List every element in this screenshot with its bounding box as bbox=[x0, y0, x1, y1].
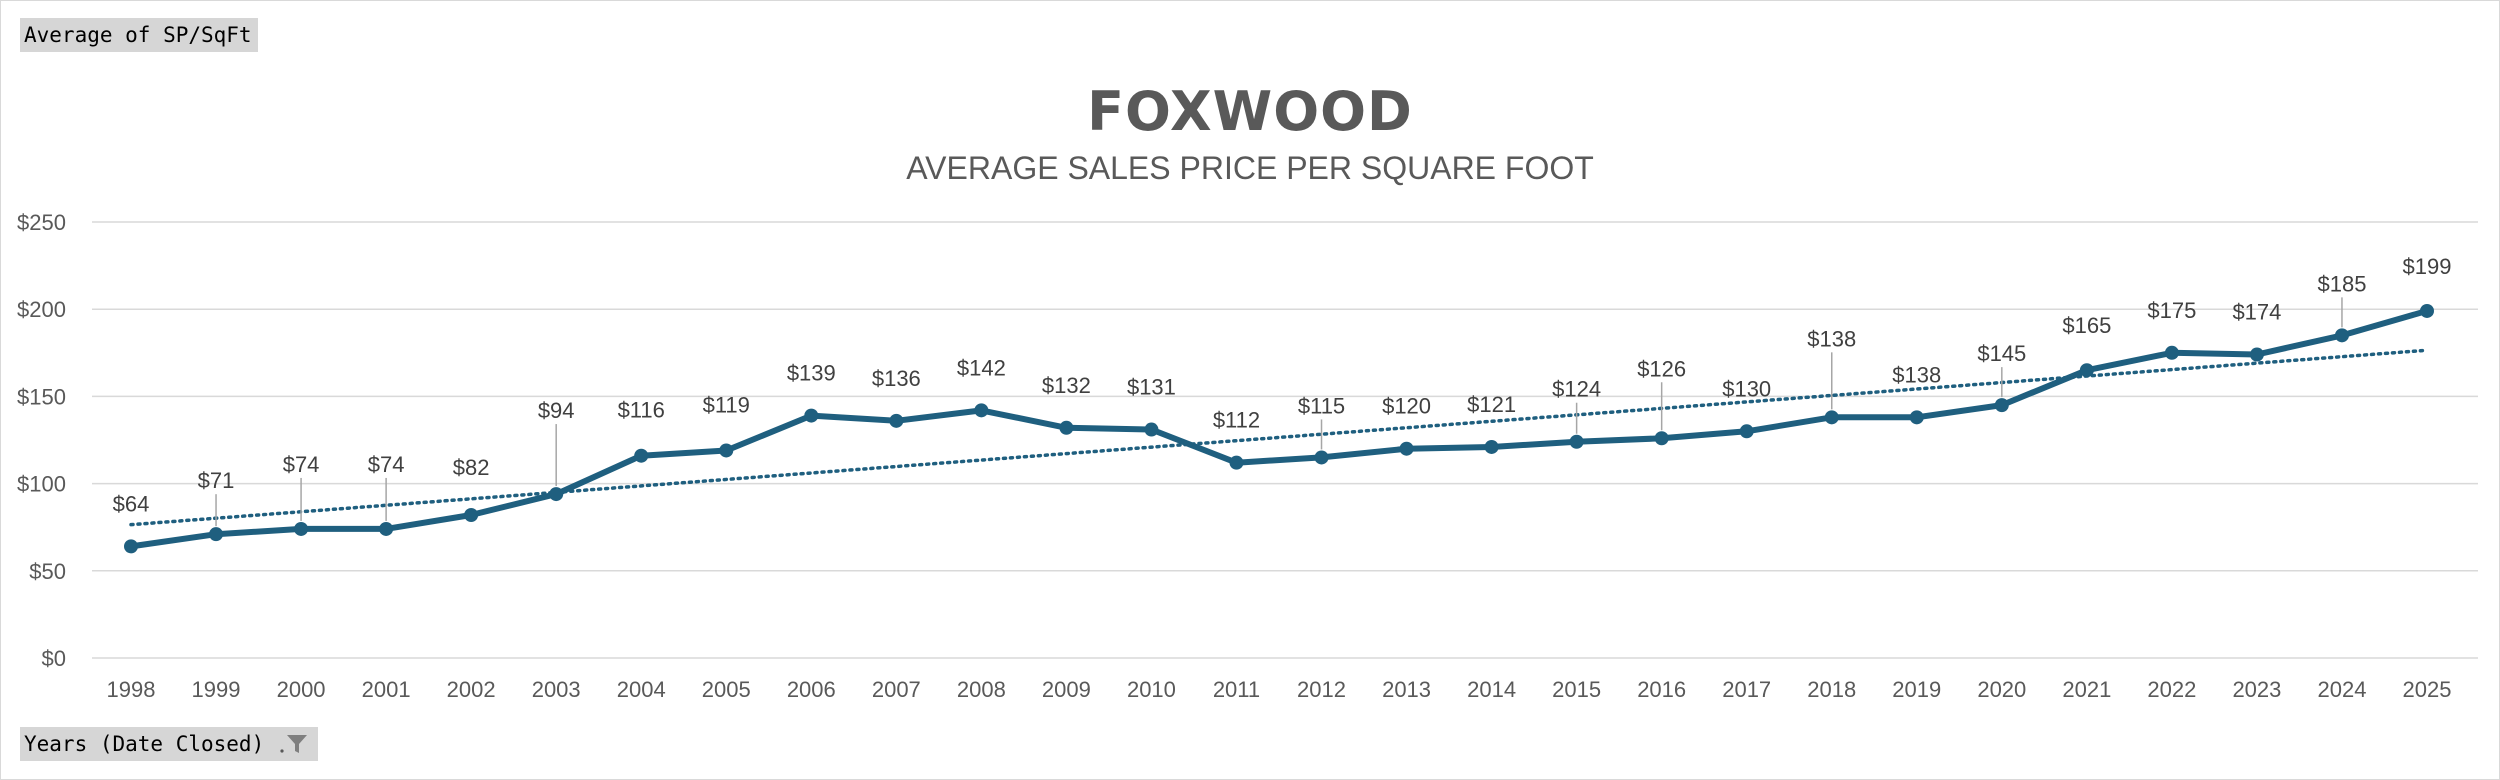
value-field-button[interactable]: Average of SP/SqFt bbox=[20, 18, 258, 52]
filter-icon[interactable] bbox=[276, 730, 312, 758]
chart-subtitle: AVERAGE SALES PRICE PER SQUARE FOOT bbox=[906, 150, 1594, 186]
chart-title: FOXWOOD bbox=[1087, 80, 1413, 143]
axis-field-button[interactable]: Years (Date Closed) bbox=[20, 727, 319, 761]
axis-field-label: Years (Date Closed) bbox=[24, 732, 265, 756]
